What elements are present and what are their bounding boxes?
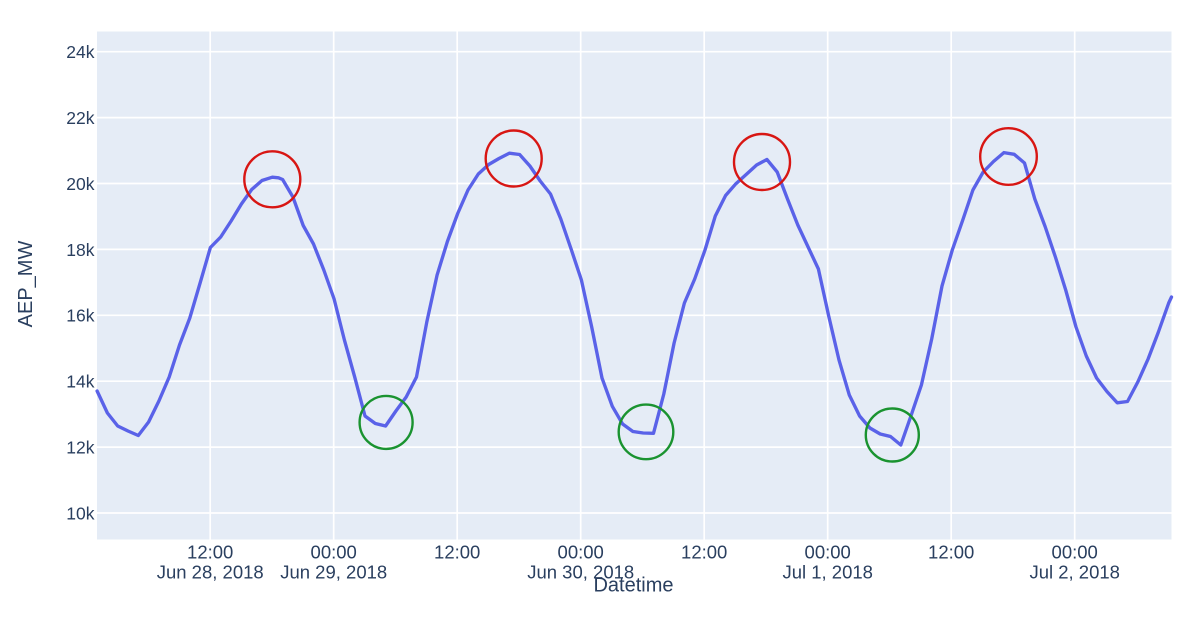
svg-text:Jul 2, 2018: Jul 2, 2018 xyxy=(1029,561,1120,582)
svg-text:00:00: 00:00 xyxy=(805,542,851,563)
svg-text:22k: 22k xyxy=(66,108,94,128)
svg-text:18k: 18k xyxy=(66,240,94,260)
svg-text:00:00: 00:00 xyxy=(558,542,604,563)
svg-text:12:00: 12:00 xyxy=(681,542,727,563)
svg-text:20k: 20k xyxy=(66,174,94,194)
svg-text:00:00: 00:00 xyxy=(311,542,357,563)
svg-text:AEP_MW: AEP_MW xyxy=(15,241,37,328)
svg-text:Jun 29, 2018: Jun 29, 2018 xyxy=(280,561,387,582)
svg-text:12:00: 12:00 xyxy=(187,542,233,563)
svg-text:Jun 30, 2018: Jun 30, 2018 xyxy=(527,561,634,582)
svg-text:12k: 12k xyxy=(66,438,94,458)
svg-text:Jul 1, 2018: Jul 1, 2018 xyxy=(782,561,873,582)
svg-text:12:00: 12:00 xyxy=(434,542,480,563)
svg-text:14k: 14k xyxy=(66,372,94,392)
svg-text:Datetime: Datetime xyxy=(593,575,673,597)
svg-text:12:00: 12:00 xyxy=(928,542,974,563)
svg-text:24k: 24k xyxy=(66,42,94,62)
svg-text:Jun 28, 2018: Jun 28, 2018 xyxy=(157,561,264,582)
svg-text:16k: 16k xyxy=(66,306,94,326)
svg-text:00:00: 00:00 xyxy=(1052,542,1098,563)
svg-text:10k: 10k xyxy=(66,503,94,523)
